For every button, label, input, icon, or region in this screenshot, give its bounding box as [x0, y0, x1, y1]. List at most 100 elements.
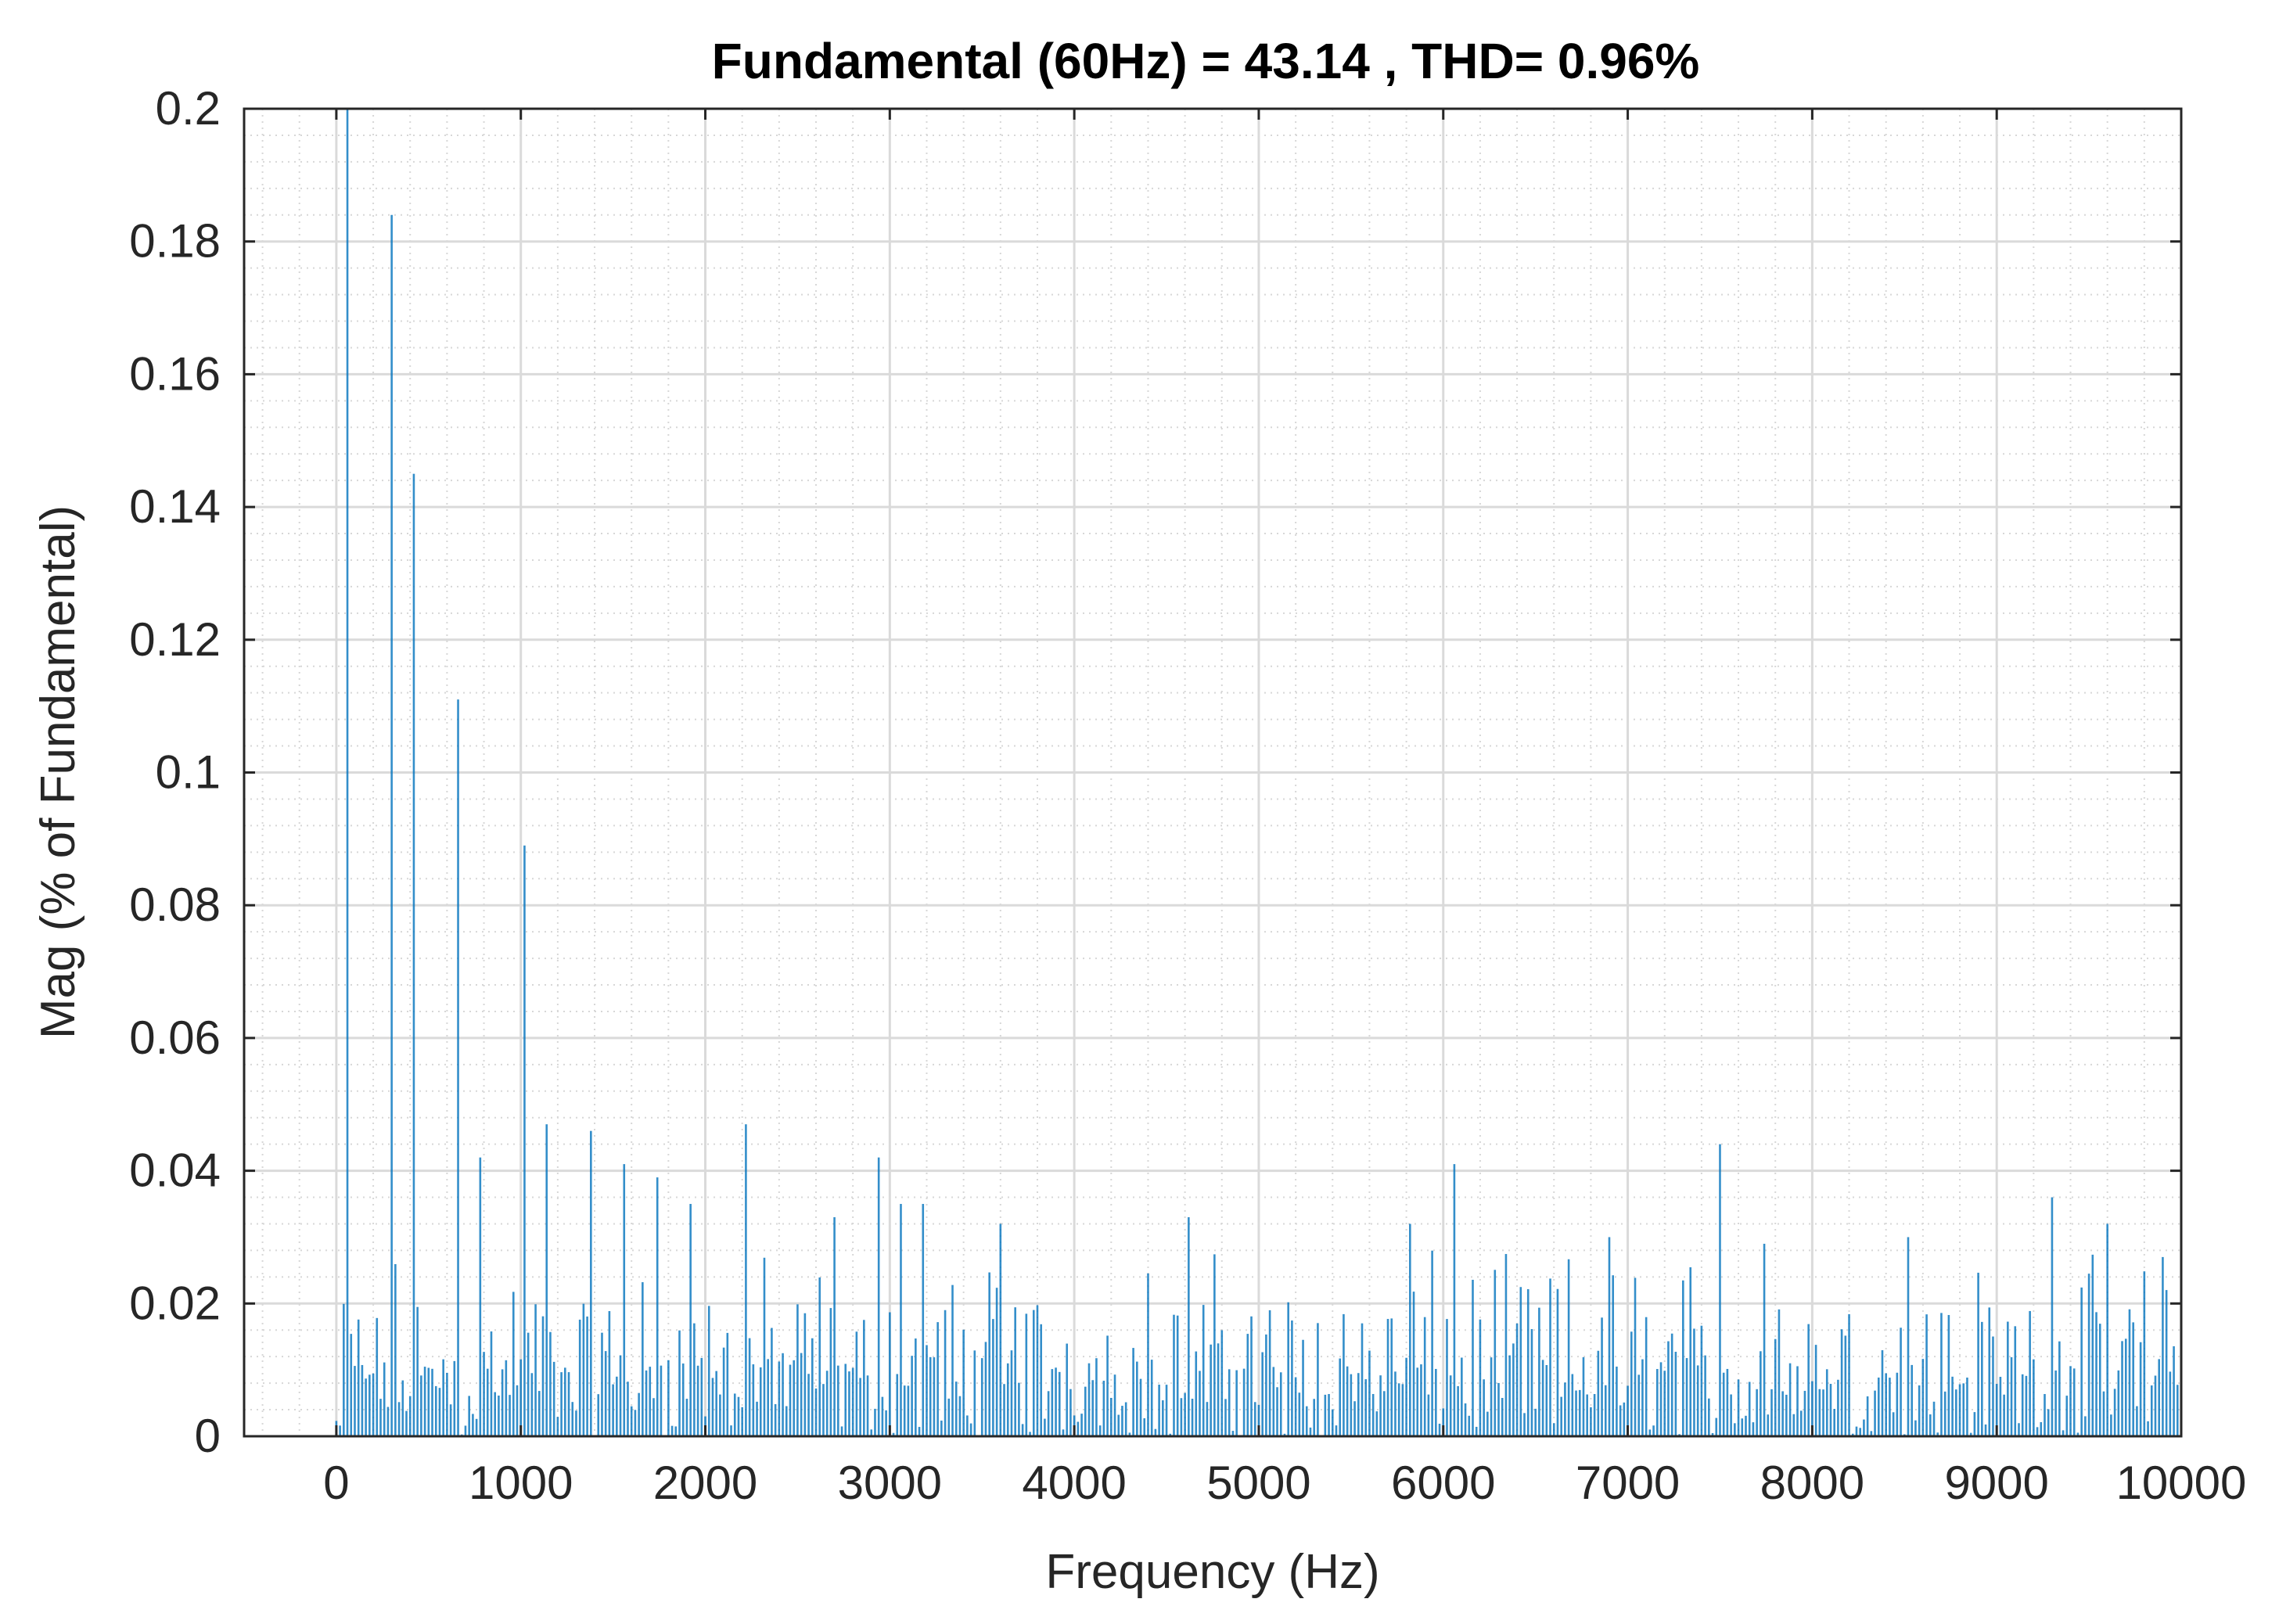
spectrum-bar: [534, 1304, 537, 1436]
spectrum-bar: [1597, 1350, 1600, 1436]
spectrum-bar: [1781, 1391, 1784, 1436]
spectrum-bar: [844, 1364, 847, 1436]
spectrum-bar: [822, 1384, 825, 1436]
spectrum-bar: [501, 1369, 504, 1436]
spectrum-bar: [623, 1164, 626, 1436]
spectrum-bar: [667, 1360, 670, 1436]
spectrum-bar: [660, 1365, 663, 1436]
spectrum-bar: [1685, 1358, 1688, 1436]
spectrum-bar: [969, 1423, 972, 1436]
spectrum-bar: [1833, 1409, 1835, 1436]
spectrum-bar: [438, 1388, 441, 1436]
spectrum-bar: [859, 1378, 861, 1436]
spectrum-bar: [2021, 1374, 2024, 1436]
spectrum-bar: [638, 1392, 640, 1436]
spectrum-bar: [1162, 1400, 1164, 1436]
spectrum-bar: [2173, 1346, 2175, 1436]
spectrum-bar: [1807, 1324, 1810, 1436]
spectrum-bar: [940, 1420, 943, 1436]
spectrum-bar: [2040, 1421, 2043, 1436]
spectrum-bar: [1504, 1254, 1508, 1436]
spectrum-bar: [803, 1313, 807, 1436]
spectrum-bar: [1837, 1379, 1839, 1436]
spectrum-bar: [1552, 1423, 1555, 1436]
spectrum-bar: [1309, 1427, 1312, 1436]
spectrum-bar: [372, 1373, 375, 1436]
spectrum-bar: [612, 1384, 614, 1436]
spectrum-bar: [505, 1360, 508, 1436]
spectrum-bar: [988, 1272, 990, 1436]
spectrum-bar: [1195, 1351, 1198, 1436]
spectrum-bar: [837, 1365, 839, 1436]
spectrum-bar: [1778, 1309, 1781, 1436]
spectrum-bar: [2150, 1385, 2153, 1436]
spectrum-bar: [829, 1308, 832, 1436]
spectrum-bar: [711, 1378, 714, 1436]
spectrum-bar: [1132, 1348, 1134, 1436]
spectrum-bar: [1696, 1365, 1699, 1436]
spectrum-bar: [1634, 1277, 1637, 1436]
y-tick-label: 0.12: [129, 613, 221, 666]
spectrum-bar: [881, 1396, 884, 1436]
spectrum-bar: [1158, 1385, 1160, 1436]
spectrum-bar: [1885, 1373, 1888, 1436]
spectrum-bar: [958, 1396, 962, 1436]
spectrum-bar: [1128, 1432, 1131, 1436]
spectrum-bar: [947, 1398, 951, 1436]
spectrum-bar: [966, 1415, 969, 1436]
spectrum-bar: [1659, 1362, 1663, 1436]
spectrum-bar: [903, 1385, 906, 1436]
spectrum-bar: [1346, 1366, 1349, 1436]
spectrum-bar: [2047, 1409, 2050, 1436]
spectrum-bar: [715, 1371, 717, 1436]
y-axis-ticks: 0 0.02 0.04 0.06 0.08 0.1 0.12 0.14 0.16 0.18 0.2: [129, 82, 2181, 1462]
x-tick-label: 7000: [1576, 1457, 1680, 1509]
spectrum-bar: [1966, 1378, 1968, 1436]
spectrum-bar: [730, 1425, 732, 1436]
spectrum-bar: [833, 1216, 836, 1436]
spectrum-bar: [597, 1394, 600, 1436]
y-tick-label: 0: [195, 1410, 221, 1462]
spectrum-bar: [1117, 1414, 1120, 1436]
y-axis-label: Mag (% of Fundamental): [31, 505, 85, 1039]
spectrum-bar: [1752, 1422, 1755, 1436]
spectrum-bar: [582, 1303, 585, 1436]
spectrum-bar: [1992, 1336, 1994, 1436]
spectrum-bar: [748, 1338, 751, 1436]
spectrum-bar: [2139, 1342, 2142, 1436]
spectrum-bar: [564, 1367, 566, 1436]
spectrum-bar: [763, 1257, 766, 1436]
spectrum-bar: [1855, 1426, 1858, 1436]
spectrum-bar: [915, 1338, 917, 1436]
spectrum-bar: [1900, 1328, 1902, 1436]
spectrum-bar: [1350, 1374, 1353, 1436]
spectrum-bar: [892, 1432, 895, 1436]
x-tick-label: 10000: [2116, 1457, 2247, 1509]
spectrum-bar: [1844, 1335, 1847, 1436]
spectrum-bar: [1040, 1324, 1042, 1436]
spectrum-bar: [1958, 1384, 1961, 1436]
spectrum-bar: [1438, 1423, 1441, 1436]
spectrum-bar: [737, 1396, 740, 1436]
spectrum-bar: [2102, 1391, 2105, 1436]
spectrum-bar: [1220, 1330, 1224, 1436]
spectrum-bar: [1988, 1307, 1991, 1436]
spectrum-bar: [1612, 1275, 1615, 1436]
spectrum-bar: [408, 1396, 412, 1436]
x-tick-label: 4000: [1022, 1457, 1126, 1509]
spectrum-bar: [929, 1356, 932, 1436]
spectrum-bar: [1582, 1356, 1585, 1436]
spectrum-bar: [1932, 1401, 1936, 1436]
spectrum-bar: [796, 1304, 799, 1436]
spectrum-bar: [1446, 1319, 1448, 1436]
spectrum-bar: [2051, 1197, 2054, 1436]
spectrum-bar: [608, 1311, 611, 1436]
spectrum-bar: [1512, 1343, 1515, 1436]
spectrum-bar: [1457, 1385, 1459, 1436]
spectrum-bar: [1084, 1386, 1087, 1436]
spectrum-bar: [523, 845, 526, 1436]
spectrum-bar: [896, 1374, 899, 1436]
y-tick-label: 0.04: [129, 1144, 221, 1197]
spectrum-bar: [1213, 1254, 1216, 1436]
spectrum-bar: [350, 1334, 353, 1436]
